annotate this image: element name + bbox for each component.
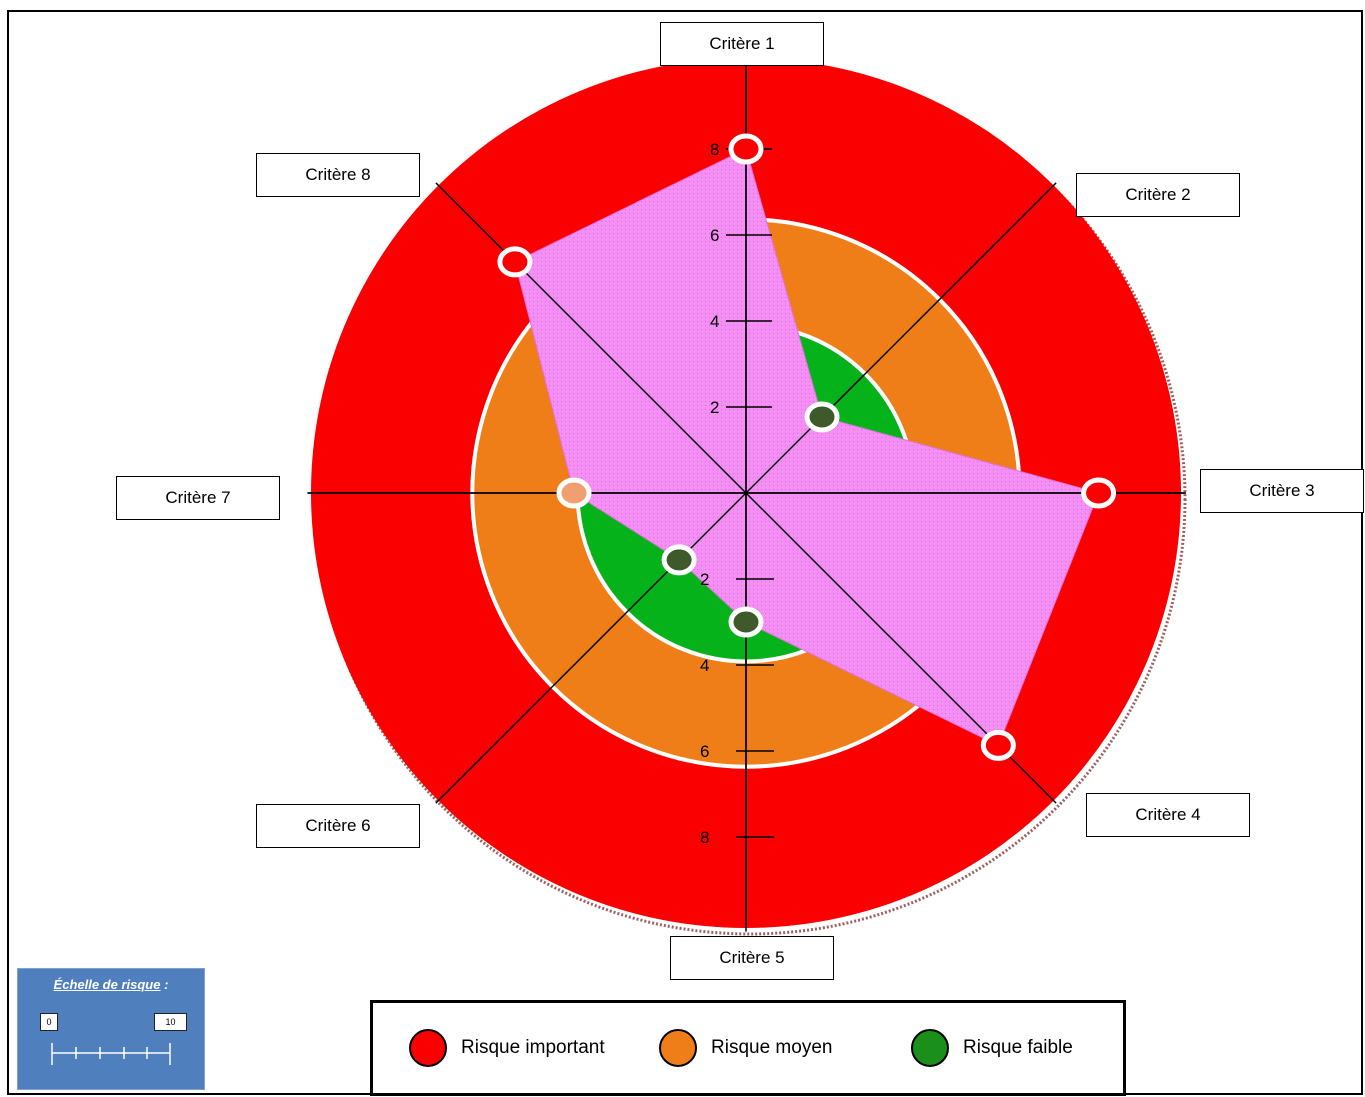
data-point-8 [497,246,533,278]
legend-item-important: Risque important [409,1003,605,1093]
tick-label-up-6: 6 [710,226,719,245]
data-point-7 [556,477,592,509]
legend-label-faible: Risque faible [963,1037,1073,1058]
scale-ruler [51,1043,171,1065]
tick-label-down-8: 8 [700,828,709,847]
data-point-2 [804,401,840,433]
legend-swatch-moyen [659,1029,697,1067]
criterion-label-5: Critère 5 [670,936,834,980]
tick-label-up-4: 4 [710,312,719,331]
tick-label-down-4: 4 [700,656,709,675]
legend: Risque important Risque moyen Risque fai… [370,1000,1126,1096]
risk-scale-title: Échelle de risque : [53,977,169,992]
axis-line-2 [745,182,1057,494]
data-point-5 [728,606,764,638]
legend-swatch-important [409,1029,447,1067]
criterion-label-1: Critère 1 [660,22,824,66]
axis-line-8 [435,182,747,494]
scale-min-box: 0 [40,1013,58,1031]
risk-scale-panel: Échelle de risque : 0 10 [17,968,205,1090]
criterion-label-6: Critère 6 [256,804,420,848]
criterion-label-4: Critère 4 [1086,793,1250,837]
legend-item-faible: Risque faible [911,1003,1073,1093]
tick-label-up-2: 2 [710,398,719,417]
data-point-1 [728,133,764,165]
legend-label-moyen: Risque moyen [711,1037,833,1058]
criterion-label-3: Critère 3 [1200,469,1364,513]
data-point-3 [1081,477,1117,509]
legend-swatch-faible [911,1029,949,1067]
tick-label-up-8: 8 [710,140,719,159]
scale-max-box: 10 [154,1013,187,1031]
criterion-label-7: Critère 7 [116,476,280,520]
axis-line-6 [435,492,747,804]
criterion-label-2: Critère 2 [1076,173,1240,217]
legend-label-important: Risque important [461,1037,605,1058]
data-point-6 [661,544,697,576]
tick-label-down-6: 6 [700,742,709,761]
data-point-4 [980,729,1016,761]
legend-item-moyen: Risque moyen [659,1003,832,1093]
criterion-label-8: Critère 8 [256,153,420,197]
tick-label-down-2: 2 [700,570,709,589]
